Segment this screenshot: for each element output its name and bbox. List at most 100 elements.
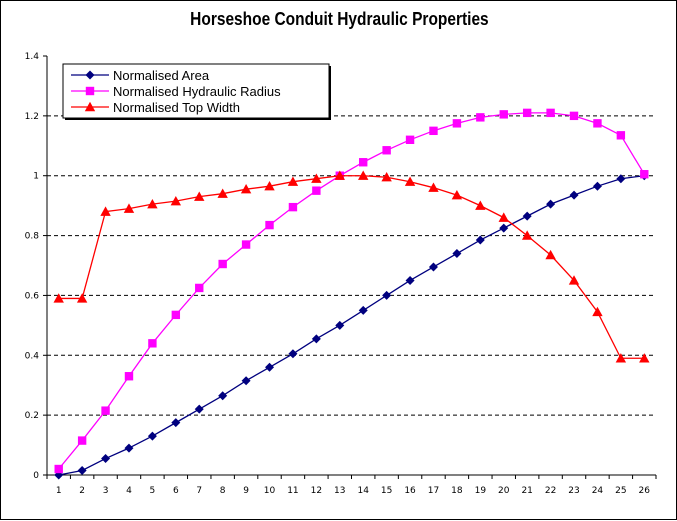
- data-point: [545, 249, 556, 260]
- data-point: [76, 293, 88, 303]
- legend-marker: [85, 70, 95, 80]
- data-point: [428, 262, 438, 272]
- x-tick-label: 6: [173, 486, 179, 496]
- data-point: [288, 349, 298, 359]
- x-tick-label: 25: [615, 486, 626, 496]
- x-tick-label: 13: [334, 486, 345, 496]
- data-point: [124, 372, 134, 381]
- data-point: [522, 211, 532, 221]
- x-tick-label: 20: [498, 486, 510, 496]
- data-point: [428, 182, 439, 192]
- data-point: [240, 183, 252, 194]
- data-point: [194, 404, 204, 414]
- data-point: [405, 275, 415, 285]
- x-tick-label: 15: [381, 486, 392, 496]
- x-tick-label: 19: [475, 486, 487, 496]
- x-tick-label: 24: [592, 486, 604, 496]
- data-point: [218, 259, 227, 269]
- x-tick-label: 23: [568, 486, 579, 496]
- data-point: [499, 110, 508, 119]
- data-point: [77, 466, 87, 476]
- data-point: [241, 240, 251, 249]
- data-point: [171, 310, 181, 320]
- x-tick-label: 16: [404, 486, 416, 496]
- x-tick-label: 7: [196, 486, 202, 496]
- x-tick-label: 5: [150, 486, 156, 496]
- data-point: [475, 200, 486, 210]
- x-tick-label: 26: [639, 486, 651, 496]
- data-point: [382, 290, 392, 300]
- data-point: [287, 176, 299, 186]
- x-tick-label: 22: [545, 486, 556, 496]
- data-point: [405, 135, 415, 144]
- data-point: [546, 108, 555, 118]
- data-point: [264, 180, 275, 191]
- data-point: [311, 173, 322, 183]
- data-point: [101, 454, 111, 464]
- data-point: [100, 206, 111, 216]
- x-tick-label: 10: [264, 486, 276, 496]
- data-point: [77, 436, 87, 445]
- data-point: [288, 202, 298, 212]
- y-tick-label: 1.4: [25, 52, 40, 62]
- x-tick-label: 21: [521, 486, 532, 496]
- x-tick-label: 4: [126, 486, 132, 496]
- series-line-0: [58, 175, 645, 476]
- data-point: [124, 443, 134, 453]
- data-point: [195, 283, 204, 293]
- data-point: [429, 126, 438, 136]
- data-point: [170, 195, 182, 206]
- data-point: [639, 353, 650, 363]
- data-point: [615, 353, 627, 363]
- data-point: [218, 391, 228, 401]
- data-point: [311, 334, 321, 344]
- legend-label: Normalised Area: [113, 68, 210, 83]
- y-tick-label: 0.4: [25, 351, 40, 361]
- y-tick-label: 0.2: [25, 411, 39, 421]
- data-point: [358, 170, 369, 180]
- data-point: [123, 203, 135, 213]
- y-tick-label: 1: [33, 172, 39, 182]
- x-tick-label: 3: [103, 486, 109, 496]
- y-tick-label: 0.6: [25, 291, 40, 301]
- data-point: [475, 235, 485, 245]
- legend-label: Normalised Hydraulic Radius: [113, 84, 281, 99]
- data-point: [359, 158, 368, 167]
- data-point: [451, 189, 463, 200]
- x-tick-label: 1: [56, 486, 62, 496]
- data-point: [217, 188, 228, 198]
- data-point: [265, 220, 274, 230]
- data-point: [358, 305, 368, 315]
- x-tick-label: 9: [243, 486, 249, 496]
- data-point: [148, 339, 157, 348]
- x-tick-label: 11: [287, 486, 298, 496]
- data-point: [404, 176, 416, 186]
- data-point: [194, 191, 205, 201]
- data-point: [452, 119, 462, 128]
- legend-marker: [84, 101, 96, 112]
- legend-label: Normalised Top Width: [113, 100, 240, 115]
- y-tick-label: 0: [33, 471, 39, 481]
- data-point: [54, 464, 63, 474]
- data-point: [592, 306, 603, 317]
- data-point: [335, 320, 345, 330]
- data-point: [334, 170, 345, 180]
- data-point: [498, 212, 509, 222]
- data-point: [616, 131, 626, 140]
- y-tick-label: 1.2: [25, 112, 39, 122]
- data-point: [476, 113, 485, 122]
- data-point: [382, 146, 391, 155]
- y-tick-label: 0.8: [25, 232, 40, 242]
- series-line-2: [58, 175, 645, 359]
- data-point: [569, 190, 579, 200]
- data-point: [640, 170, 649, 179]
- legend-marker: [85, 86, 95, 96]
- data-point: [616, 174, 626, 184]
- data-point: [265, 362, 275, 372]
- data-point: [101, 406, 110, 415]
- data-point: [546, 199, 556, 209]
- data-point: [241, 376, 251, 386]
- data-point: [522, 108, 532, 118]
